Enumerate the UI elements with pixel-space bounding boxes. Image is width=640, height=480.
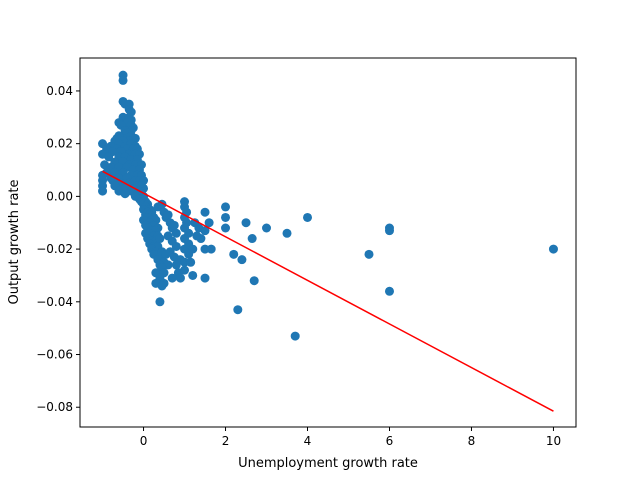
scatter-point: [364, 249, 374, 259]
y-tick-label: −0.02: [36, 242, 73, 256]
scatter-point: [249, 276, 259, 286]
y-tick-label: 0.02: [46, 137, 73, 151]
scatter-point: [221, 223, 231, 233]
scatter-point: [167, 273, 177, 283]
scatter-points: [98, 70, 558, 341]
x-tick-label: 10: [546, 434, 561, 448]
scatter-point: [157, 281, 167, 291]
y-tick-label: 0.00: [46, 189, 73, 203]
scatter-point: [188, 270, 198, 280]
x-tick-label: 6: [386, 434, 394, 448]
scatter-point: [171, 228, 181, 238]
scatter-point: [171, 260, 181, 270]
scatter-point: [169, 220, 179, 230]
scatter-point: [98, 186, 108, 196]
scatter-point: [262, 223, 272, 233]
scatter-point: [282, 228, 292, 238]
scatter-point: [206, 244, 216, 254]
scatter-point: [204, 218, 214, 228]
x-tick-label: 2: [222, 434, 230, 448]
x-tick-label: 8: [468, 434, 476, 448]
scatter-point: [175, 273, 185, 283]
x-axis-ticks: 0 2 4 6 8 10: [140, 427, 561, 448]
scatter-point: [229, 249, 239, 259]
scatter-point: [200, 207, 210, 217]
scatter-point: [237, 255, 247, 265]
x-tick-label: 4: [304, 434, 312, 448]
scatter-point: [221, 202, 231, 212]
plot-frame: [79, 57, 577, 428]
regression-line: [102, 170, 554, 412]
scatter-point: [118, 75, 128, 85]
scatter-point: [290, 331, 300, 341]
scatter-point: [233, 305, 243, 315]
scatter-point: [384, 226, 394, 236]
y-tick-label: −0.06: [36, 348, 73, 362]
scatter-point: [163, 210, 173, 220]
scatter-point: [186, 257, 196, 267]
scatter-point: [180, 257, 190, 267]
x-tick-label: 0: [140, 434, 148, 448]
scatter-point: [120, 189, 130, 199]
scatter-point: [180, 265, 190, 275]
scatter-point: [200, 244, 210, 254]
y-axis-ticks: 0.04 0.02 0.00 −0.02 −0.04 −0.06 −0.08: [36, 84, 80, 414]
scatter-point: [184, 228, 194, 238]
scatter-point: [247, 234, 257, 244]
scatter-point: [104, 152, 114, 162]
scatter-point: [303, 212, 313, 222]
y-tick-label: −0.04: [36, 295, 73, 309]
x-axis-label: Unemployment growth rate: [238, 456, 418, 471]
scatter-point: [241, 218, 251, 228]
scatter-point: [384, 286, 394, 296]
scatter-point: [221, 212, 231, 222]
y-tick-label: 0.04: [46, 84, 73, 98]
scatter-point: [196, 234, 206, 244]
scatter-point: [155, 234, 165, 244]
scatter-point: [182, 218, 192, 228]
scatter-point: [188, 244, 198, 254]
scatter-point: [200, 273, 210, 283]
scatter-point: [200, 226, 210, 236]
y-axis-label: Output growth rate: [7, 179, 22, 304]
scatter-point: [171, 241, 181, 251]
scatter-point: [155, 297, 165, 307]
y-tick-label: −0.08: [36, 400, 73, 414]
scatter-point: [548, 244, 558, 254]
regression-line-group: [102, 170, 554, 412]
scatter-point: [180, 197, 190, 207]
